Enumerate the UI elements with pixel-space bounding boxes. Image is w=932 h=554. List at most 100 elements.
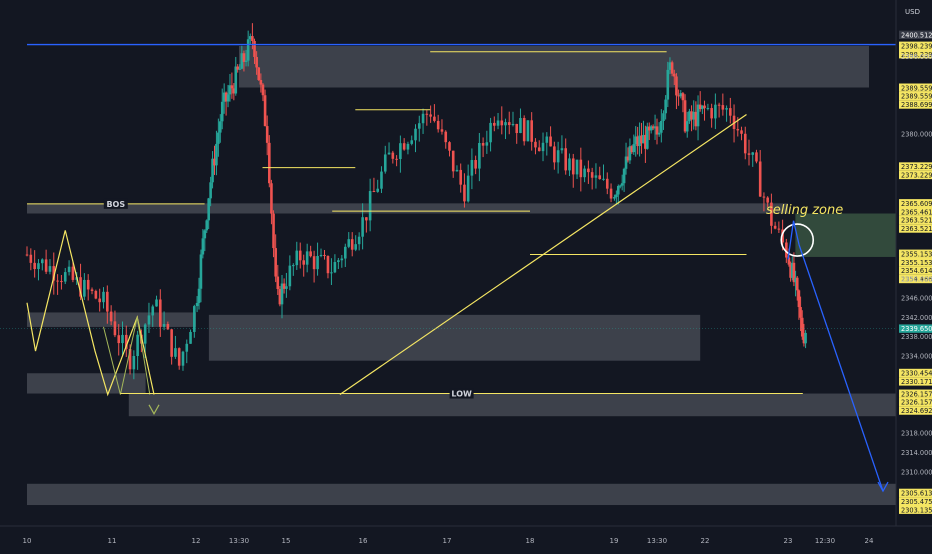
- price-tag-bg-13: [899, 224, 932, 233]
- zone-6: [128, 393, 897, 417]
- candle-body-205: [666, 69, 670, 100]
- price-label-25: 2330.171: [901, 378, 932, 386]
- price-label-5: 2389.559: [901, 93, 932, 101]
- price-label-31: 2310.000: [901, 468, 932, 476]
- candle-body-139: [466, 175, 470, 202]
- selling-zone-circle: [780, 223, 815, 257]
- time-tick-0: 10: [23, 537, 32, 545]
- candle-body-90: [288, 265, 292, 287]
- candle-body-201: [657, 132, 661, 135]
- candle-body-71: [246, 39, 250, 61]
- candle-body-178: [613, 197, 616, 199]
- candle-body-26: [124, 334, 128, 349]
- candle-body-192: [640, 135, 643, 144]
- candle-body-91: [292, 265, 295, 267]
- candle-body-21: [106, 291, 109, 312]
- candle-body-187: [630, 146, 634, 153]
- candle-body-14: [79, 277, 82, 297]
- price-label-24: 2330.454: [901, 370, 932, 378]
- candle-body-70: [244, 60, 248, 62]
- price-tag-bg-12: [899, 215, 932, 225]
- price-label-33: 2305.475: [901, 498, 932, 506]
- candle-body-163: [556, 150, 560, 163]
- candle-body-98: [316, 255, 319, 270]
- candle-body-87: [280, 283, 284, 305]
- price-label-8: 2373.229: [901, 163, 932, 171]
- candle-body-137: [459, 169, 462, 185]
- price-label-19: 2346.000: [901, 295, 932, 303]
- candle-body-58: [220, 101, 224, 122]
- price-tag-bg-11: [899, 207, 932, 216]
- candle-body-217: [692, 111, 696, 120]
- candle-body-52: [209, 182, 212, 199]
- candle-body-63: [230, 85, 234, 89]
- candle-body-174: [598, 175, 602, 180]
- price-tag-bg-14: [899, 249, 932, 258]
- candle-body-120: [395, 158, 398, 160]
- selling-zone-annotation: selling zone: [766, 203, 843, 218]
- price-tag-bg-21: [899, 324, 932, 333]
- candle-body-131: [436, 120, 440, 130]
- currency-label: USD: [905, 8, 920, 16]
- candle-body-157: [534, 141, 537, 148]
- candle-body-73: [251, 36, 254, 41]
- candle-body-17: [90, 289, 94, 291]
- candle-body-6: [48, 266, 52, 272]
- candle-body-46: [197, 288, 201, 303]
- candle-body-3: [37, 263, 40, 270]
- candle-body-134: [448, 142, 451, 151]
- candle-body-104: [337, 260, 340, 263]
- price-axis[interactable]: USD 2400.5122398.2392398.2392396.0002389…: [895, 0, 932, 550]
- candle-body-77: [259, 80, 263, 85]
- candle-body-243: [781, 229, 784, 243]
- candle-body-50: [205, 220, 209, 231]
- candle-body-183: [622, 168, 626, 184]
- candle-body-166: [568, 158, 571, 171]
- price-label-12: 2363.521: [901, 217, 932, 225]
- candle-body-133: [444, 131, 448, 143]
- candle-body-4: [41, 259, 44, 264]
- levels-layer: BOS LOW: [0, 43, 896, 399]
- candle-body-198: [651, 126, 655, 129]
- zone-7: [27, 483, 896, 506]
- candle-body-28: [132, 356, 136, 370]
- candle-body-67: [238, 68, 242, 70]
- zone-0: [239, 45, 869, 88]
- candle-body-207: [670, 62, 674, 74]
- candle-body-199: [653, 126, 657, 129]
- price-label-0: 2400.512: [901, 31, 932, 39]
- candle-body-109: [354, 244, 357, 250]
- candle-body-253: [800, 317, 804, 337]
- time-tick-9: 13:30: [647, 537, 667, 545]
- candle-body-215: [688, 111, 691, 122]
- price-label-27: 2326.157: [901, 399, 932, 407]
- candle-body-245: [787, 257, 791, 265]
- time-tick-12: 12:30: [815, 537, 835, 545]
- candle-body-88: [282, 283, 286, 289]
- candle-body-161: [549, 136, 552, 147]
- candle-body-255: [804, 332, 807, 344]
- price-label-29: 2318.000: [901, 430, 932, 438]
- candle-body-36: [162, 324, 166, 327]
- price-tag-bg-16: [899, 266, 932, 275]
- price-tag-bg-28: [899, 406, 932, 415]
- candle-body-210: [677, 95, 680, 97]
- candle-body-110: [357, 236, 361, 245]
- zone-5: [27, 373, 146, 394]
- time-axis[interactable]: 10 11 12 13:30 15 16 17 18 19 13:30 22 23 12:30 24: [0, 525, 932, 545]
- candle-body-107: [347, 239, 351, 247]
- candle-body-45: [195, 302, 199, 307]
- candle-body-248: [792, 262, 796, 283]
- candle-body-233: [743, 133, 747, 154]
- candle-body-180: [617, 185, 620, 195]
- candle-body-222: [703, 105, 706, 109]
- price-label-21: 2339.650: [901, 325, 932, 333]
- price-label-16: 2354.614: [901, 267, 932, 275]
- candle-body-152: [515, 123, 519, 134]
- candle-body-75: [255, 56, 258, 68]
- candle-body-150: [507, 122, 511, 126]
- candle-body-68: [240, 53, 244, 69]
- candle-body-35: [159, 299, 162, 327]
